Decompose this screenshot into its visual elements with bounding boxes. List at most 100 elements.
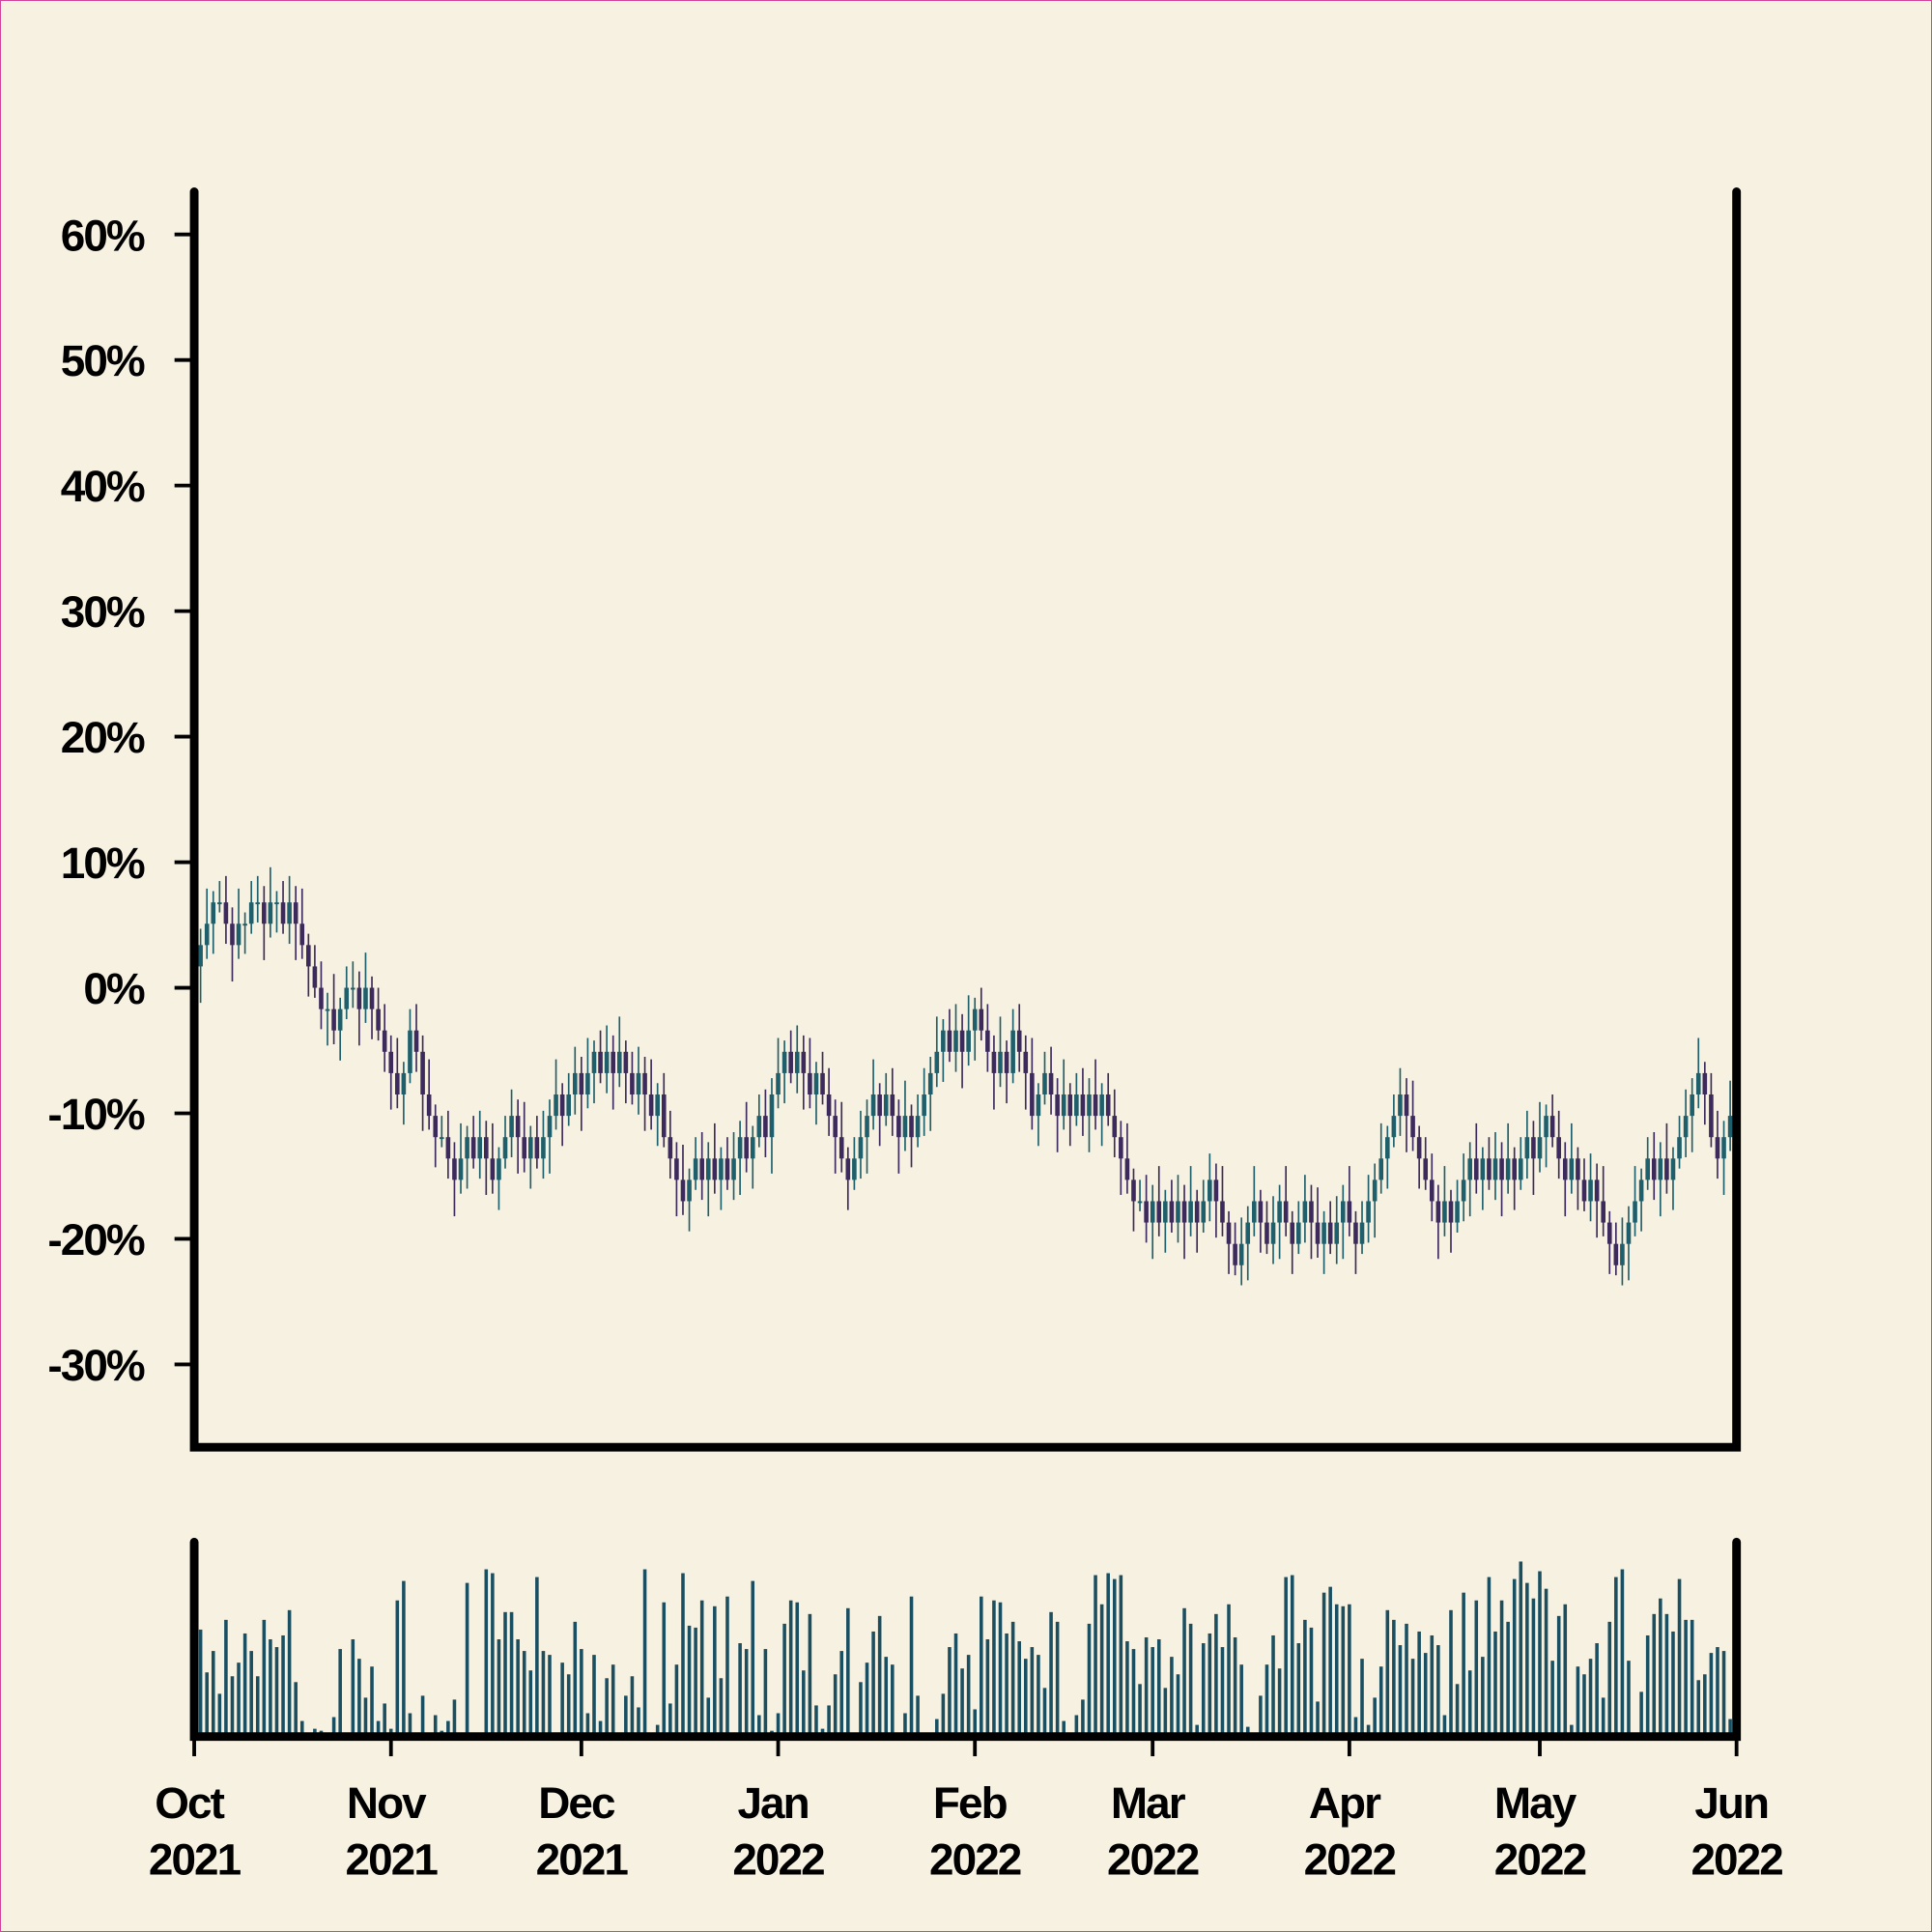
candle-body xyxy=(1505,1158,1511,1180)
candle-body xyxy=(497,1158,501,1180)
volume-bar xyxy=(249,1651,253,1737)
candle-body xyxy=(1315,1222,1321,1244)
volume-bar xyxy=(757,1715,761,1737)
candle-body xyxy=(1683,1116,1689,1138)
candle-body xyxy=(204,923,210,946)
candle-body xyxy=(1302,1201,1308,1223)
volume-bar xyxy=(916,1695,920,1737)
candle-body xyxy=(1290,1222,1295,1244)
candle-body xyxy=(1633,1201,1637,1223)
candle-body xyxy=(1606,1222,1612,1244)
candle-body xyxy=(591,1051,597,1073)
candle-body xyxy=(395,1072,400,1095)
volume-bar xyxy=(681,1573,685,1737)
y-tick-label: -20% xyxy=(47,1214,145,1264)
volume-bar xyxy=(859,1682,863,1737)
volume-bar xyxy=(1201,1643,1206,1737)
volume-bar xyxy=(1208,1633,1212,1737)
volume-bar xyxy=(1087,1623,1092,1737)
volume-bar xyxy=(719,1678,724,1737)
volume-bar xyxy=(1290,1575,1294,1737)
candle-body xyxy=(1544,1116,1548,1138)
volume-bar xyxy=(1037,1655,1040,1737)
candle-body xyxy=(1055,1094,1060,1117)
volume-bar xyxy=(1094,1575,1097,1737)
volume-bar xyxy=(1220,1647,1225,1737)
candle-body xyxy=(763,1116,768,1138)
candle-body xyxy=(705,1158,711,1180)
volume-bar xyxy=(1544,1588,1548,1737)
volume-bar xyxy=(1652,1613,1657,1737)
candle-body xyxy=(248,902,254,924)
candle-body xyxy=(922,1094,926,1117)
volume-bar xyxy=(1677,1578,1682,1737)
x-tick-label: Nov 2021 xyxy=(346,1777,439,1885)
candle-body xyxy=(1531,1137,1536,1159)
candle-body xyxy=(1004,1051,1009,1073)
volume-bar xyxy=(1049,1611,1053,1737)
volume-bar xyxy=(376,1720,381,1737)
volume-bar xyxy=(331,1717,336,1737)
volume-bar xyxy=(1112,1578,1117,1737)
candle-body xyxy=(630,1072,635,1095)
candle-body xyxy=(1176,1201,1180,1223)
candle-body xyxy=(1677,1137,1682,1159)
volume-bar xyxy=(1366,1724,1371,1737)
volume-bar xyxy=(1481,1657,1485,1737)
volume-bar xyxy=(1550,1661,1554,1737)
candle-body xyxy=(1404,1094,1409,1117)
candle-body xyxy=(1347,1201,1352,1223)
volume-bar xyxy=(788,1600,793,1737)
candle-body xyxy=(820,1072,825,1095)
candle-body xyxy=(1467,1158,1473,1180)
candle-body xyxy=(369,987,375,1009)
candle-body xyxy=(1067,1094,1073,1117)
candle-body xyxy=(1036,1094,1041,1117)
volume-bar xyxy=(1010,1621,1015,1737)
candle-body xyxy=(1327,1222,1333,1244)
volume-bar xyxy=(528,1670,533,1737)
candle-body xyxy=(1715,1137,1720,1159)
volume-bar xyxy=(1474,1600,1479,1737)
volume-bar xyxy=(1214,1613,1218,1737)
volume-bar xyxy=(642,1569,647,1737)
candle-body xyxy=(236,923,242,946)
candle-body xyxy=(1410,1116,1415,1138)
candle-body xyxy=(382,1030,387,1052)
volume-frame xyxy=(189,1537,1742,1742)
candle-body xyxy=(693,1158,698,1180)
x-tick-label: Feb 2022 xyxy=(929,1777,1021,1885)
candle-body xyxy=(1442,1201,1447,1223)
candle-body xyxy=(915,1116,921,1138)
candle-body xyxy=(1423,1158,1429,1180)
candle-body xyxy=(1124,1158,1130,1180)
volume-bar xyxy=(585,1713,590,1737)
volume-bar xyxy=(998,1602,1003,1737)
volume-bar xyxy=(1576,1666,1580,1737)
candle-body xyxy=(1664,1158,1669,1180)
candle-body xyxy=(623,1051,629,1073)
volume-bar xyxy=(1703,1674,1707,1737)
volume-bar xyxy=(294,1682,298,1737)
volume-bar xyxy=(1227,1604,1231,1737)
volume-bar xyxy=(224,1619,228,1737)
candle-body xyxy=(585,1072,590,1095)
candle-body xyxy=(458,1158,464,1180)
volume-bar xyxy=(1151,1647,1154,1737)
candle-body xyxy=(268,902,273,924)
candle-body xyxy=(534,1137,540,1159)
volume-bar xyxy=(744,1649,749,1737)
candle-body xyxy=(344,987,350,1009)
volume-bar xyxy=(1410,1659,1415,1737)
candle-body xyxy=(1093,1094,1098,1117)
candle-body xyxy=(1398,1094,1403,1117)
candle-body xyxy=(337,1009,343,1031)
candle-body xyxy=(1341,1201,1346,1223)
volume-bar xyxy=(808,1613,812,1737)
volume-bar xyxy=(1588,1659,1593,1737)
volume-bar xyxy=(871,1631,875,1737)
candle-body xyxy=(674,1158,679,1180)
volume-bar xyxy=(205,1672,209,1737)
volume-bar xyxy=(935,1719,939,1737)
